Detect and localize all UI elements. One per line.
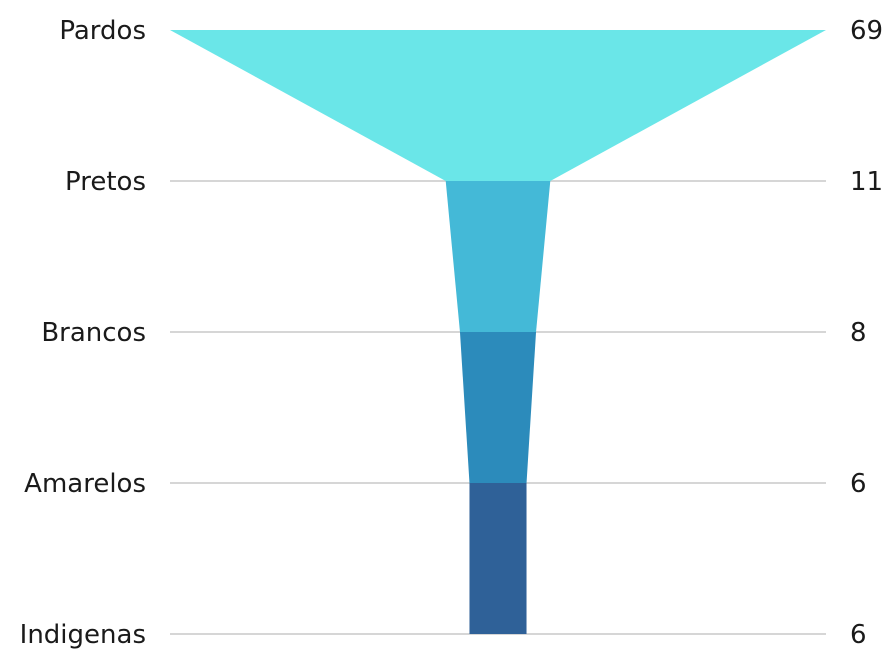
category-label: Indigenas bbox=[20, 620, 146, 649]
value-label: 6 bbox=[850, 469, 867, 499]
category-label: Amarelos bbox=[24, 469, 146, 499]
value-labels: 69 11 8 6 6 bbox=[850, 16, 883, 649]
funnel-segment-pretos bbox=[445, 181, 551, 332]
category-label: Brancos bbox=[41, 318, 146, 348]
value-label: 6 bbox=[850, 620, 867, 649]
category-labels: Pardos Pretos Brancos Amarelos Indigenas bbox=[20, 16, 146, 649]
category-label: Pretos bbox=[65, 167, 146, 197]
funnel-segment-amarelos bbox=[469, 483, 527, 634]
category-label: Pardos bbox=[59, 16, 146, 46]
funnel-segments bbox=[170, 30, 826, 634]
funnel-segment-brancos bbox=[459, 332, 537, 483]
value-label: 69 bbox=[850, 16, 883, 46]
value-label: 8 bbox=[850, 318, 867, 348]
funnel-segment-pardos bbox=[170, 30, 826, 181]
value-label: 11 bbox=[850, 167, 883, 197]
